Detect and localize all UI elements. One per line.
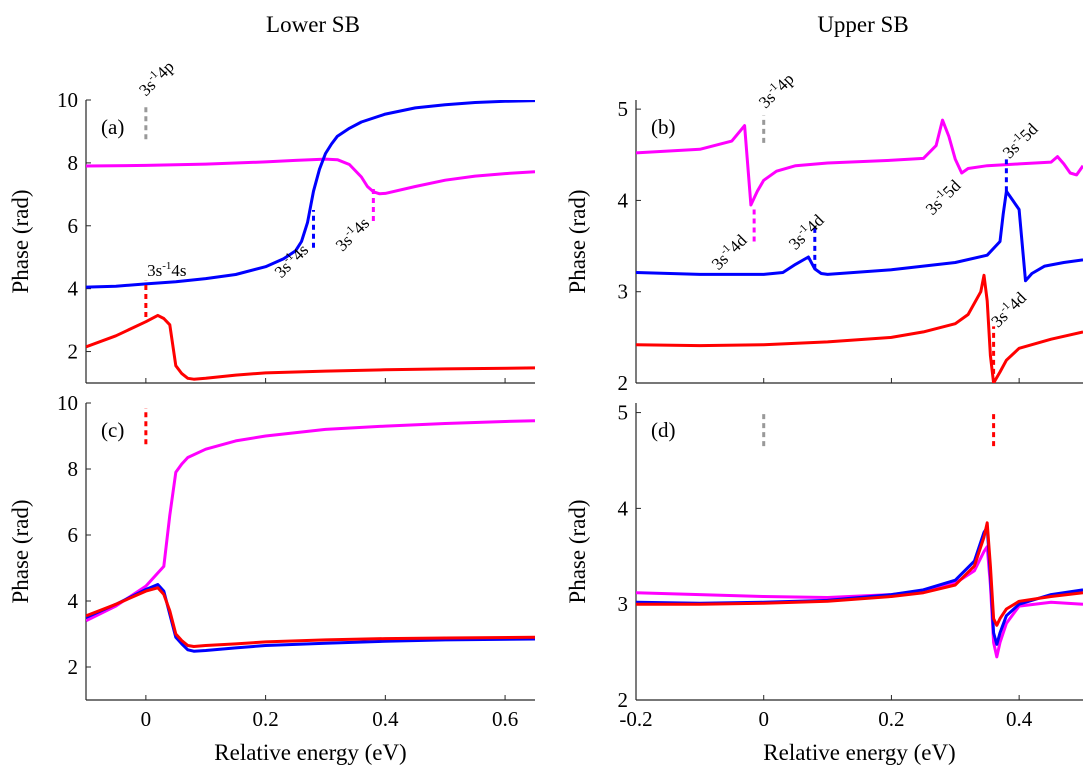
column-title-lower-sb: Lower SB: [266, 12, 360, 37]
y-axis-label: Phase (rad): [8, 499, 33, 603]
resonance-label: 3s-14p: [754, 69, 797, 112]
y-tick-label: 3: [618, 280, 629, 304]
y-axis-label: Phase (rad): [565, 189, 590, 293]
y-tick-label: 2: [68, 340, 79, 364]
y-tick-label: 4: [68, 589, 79, 613]
series-line-2: [86, 583, 535, 653]
resonance-label: 3s-14d: [987, 287, 1031, 331]
y-tick-label: 6: [68, 523, 79, 547]
series-line-3: [86, 586, 535, 648]
resonance-label: 3s-14d: [784, 210, 828, 254]
x-axis-label: Relative energy (eV): [214, 740, 406, 765]
y-tick-label: 4: [68, 277, 79, 301]
x-tick-label: 0.2: [252, 707, 278, 731]
y-tick-label: 2: [618, 371, 629, 395]
resonance-label: 3s-14s: [147, 260, 186, 280]
y-tick-label: 8: [68, 151, 79, 175]
series-line-3: [636, 273, 1083, 383]
y-tick-label: 2: [618, 688, 629, 712]
y-tick-label: 5: [618, 97, 629, 121]
series-line-1: [86, 157, 535, 196]
y-tick-label: 3: [618, 592, 629, 616]
series-line-2: [86, 100, 535, 289]
y-tick-label: 8: [68, 457, 79, 481]
x-tick-label: 0.4: [372, 707, 399, 731]
x-tick-label: 0.6: [492, 707, 518, 731]
y-tick-label: 6: [68, 214, 79, 238]
series-line-3: [86, 313, 535, 381]
series-line-1: [86, 419, 535, 623]
column-title-upper-sb: Upper SB: [817, 12, 908, 37]
series-line-1: [636, 118, 1083, 207]
y-axis-label: Phase (rad): [8, 189, 33, 293]
x-tick-label: -0.2: [619, 707, 652, 731]
x-tick-label: 0.2: [878, 707, 904, 731]
panels: 2 4 6 8 10 Phase (rad) (a) 3s-14p 3s-14s 3s-14s 3s…: [8, 56, 1083, 765]
resonance-label: 3s-14p: [135, 56, 178, 99]
y-tick-label: 10: [57, 88, 78, 112]
x-tick-label: 0.4: [1006, 707, 1033, 731]
series-line-1: [636, 545, 1083, 659]
resonance-label: 3s-15d: [921, 175, 965, 219]
y-axis-label: Phase (rad): [565, 499, 590, 603]
series-line-3: [636, 521, 1083, 627]
panel-d: 2 3 4 5 -0.2 0 0.2 0.4 Phase (rad) Relative energ…: [565, 401, 1083, 765]
panel-label: (d): [651, 418, 676, 442]
panel-b: 2 3 4 5 Phase (rad) (b) 3s-14p 3s-14d 3s-14d 3s-1…: [565, 69, 1083, 395]
resonance-label: 3s-15d: [998, 118, 1042, 162]
panel-label: (b): [651, 115, 676, 139]
panel-label: (c): [101, 418, 124, 442]
series-line-2: [636, 526, 1083, 646]
resonance-label: 3s-14s: [331, 213, 373, 255]
panel-c: 2 4 6 8 10 0 0.2 0.4 0.6 Phase (rad) Relative ener…: [8, 391, 535, 765]
x-tick-label: 0: [758, 707, 769, 731]
y-tick-label: 4: [618, 496, 629, 520]
resonance-label: 3s-14d: [707, 230, 751, 274]
y-tick-label: 4: [618, 188, 629, 212]
x-axis-label: Relative energy (eV): [763, 740, 955, 765]
y-tick-label: 10: [57, 391, 78, 415]
series-line-2: [636, 189, 1083, 283]
y-tick-label: 2: [68, 655, 79, 679]
panel-label: (a): [101, 115, 124, 139]
y-tick-label: 5: [618, 401, 629, 425]
x-tick-label: 0: [141, 707, 152, 731]
